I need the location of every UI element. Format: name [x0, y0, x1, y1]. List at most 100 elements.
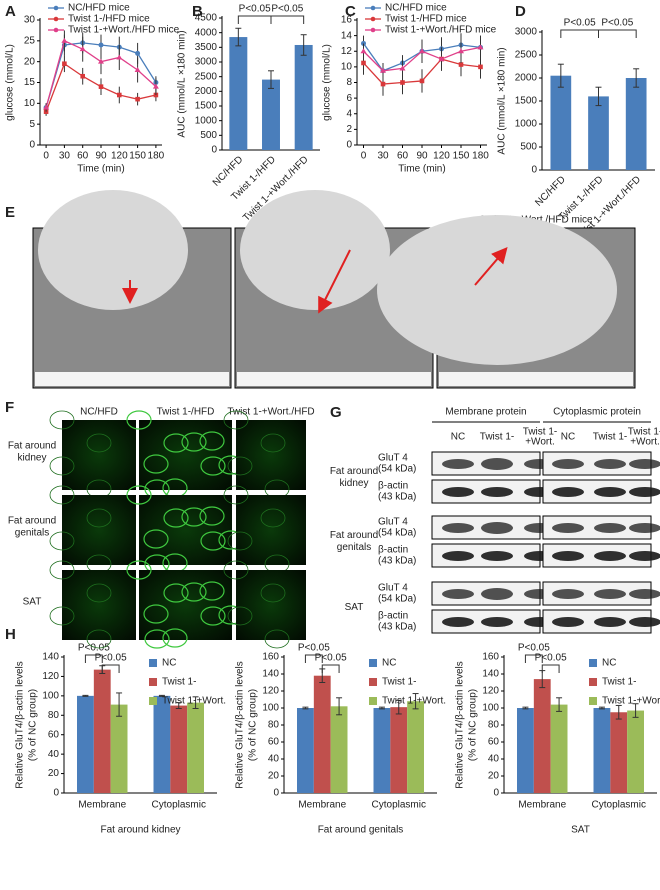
cell-outline: [227, 456, 253, 476]
y-axis-label: Relative GluT4/β-actin levels: [15, 661, 26, 788]
y-tick-label: 500: [200, 130, 217, 141]
x-tick-label: 60: [397, 151, 409, 162]
x-tick-label: 150: [453, 151, 470, 162]
y-axis-label: AUC (mmol/L ×180 min): [497, 47, 508, 154]
y-tick-label: 160: [262, 652, 279, 663]
tissue-label: genitals: [337, 542, 371, 553]
significance-bracket: [321, 664, 340, 673]
y-tick-label: 2000: [195, 86, 218, 97]
bar: [533, 679, 551, 793]
bar: [550, 704, 568, 793]
cell-outline: [163, 508, 189, 528]
x-tick-label: 0: [43, 151, 49, 162]
cell-outline: [162, 628, 188, 648]
band-label: (43 kDa): [378, 556, 416, 567]
bar: [627, 710, 644, 793]
x-tick-label: 60: [77, 151, 89, 162]
marker: [135, 96, 140, 102]
row-label: SAT: [23, 597, 42, 608]
y-tick-label: 2000: [515, 73, 538, 84]
x-tick-label: Membrane: [298, 800, 346, 811]
cell-outline: [86, 508, 112, 528]
legend-swatch: [369, 659, 377, 667]
legend-swatch: [589, 678, 597, 686]
cell-outline: [199, 431, 225, 451]
micrograph-region: [240, 190, 390, 310]
x-tick-label: 180: [148, 151, 165, 162]
bar: [153, 695, 171, 793]
y-tick-label: 100: [482, 703, 499, 714]
blot-band: [629, 459, 660, 469]
marker: [400, 80, 405, 85]
x-axis-label: Time (min): [398, 164, 445, 175]
cell-outline: [260, 433, 286, 453]
lane-label: Twist 1-: [480, 432, 514, 443]
y-tick-label: 30: [24, 15, 36, 26]
band-label: β-actin: [378, 481, 408, 492]
significance-bracket: [237, 15, 272, 24]
marker: [135, 50, 141, 56]
x-tick-label: 30: [59, 151, 71, 162]
blot-band: [594, 459, 626, 469]
significance-bracket: [304, 654, 323, 663]
cell-outline: [143, 604, 169, 624]
marker: [458, 48, 464, 54]
y-tick-label: 16: [341, 15, 353, 26]
y-tick-label: 0: [29, 140, 35, 151]
lane-label: +Wort.: [525, 437, 555, 448]
micrograph-footer: [439, 372, 633, 386]
significance-bracket: [270, 15, 305, 24]
legend-label: NC/HFD mice: [385, 3, 447, 14]
blot-band: [442, 487, 474, 497]
y-axis-label: glucose (mmol/L): [5, 44, 16, 121]
legend-label: Twist 1-: [602, 677, 636, 688]
bar: [373, 708, 391, 793]
band-label: GluT 4: [378, 453, 408, 464]
cell-outline: [200, 606, 226, 626]
micrograph-region: [38, 190, 188, 310]
marker: [360, 48, 367, 54]
bar: [517, 708, 534, 793]
y-tick-label: 3000: [195, 57, 218, 68]
y-tick-label: 0: [273, 788, 279, 799]
y-tick-label: 60: [488, 737, 500, 748]
y-tick-label: 14: [341, 30, 353, 41]
bar: [110, 704, 128, 793]
marker: [380, 67, 386, 73]
annotation: P<0.05: [601, 18, 633, 29]
lane-label: Twist 1-: [523, 427, 557, 438]
marker: [458, 62, 464, 67]
y-tick-label: 160: [482, 652, 499, 663]
legend-swatch: [369, 697, 377, 705]
cell-outline: [126, 410, 152, 430]
y-tick-label: 40: [48, 749, 60, 760]
cell-outline: [264, 629, 290, 649]
cell-outline: [200, 531, 226, 551]
y-tick-label: 120: [482, 686, 499, 697]
group-header: Cytoplasmic protein: [553, 407, 641, 418]
blot-band: [629, 589, 660, 599]
blot-band: [552, 487, 584, 497]
y-axis-label: (% of NC group): [468, 689, 479, 761]
y-tick-label: 4: [346, 108, 352, 119]
marker: [399, 65, 406, 71]
y-tick-label: 60: [48, 729, 60, 740]
band-label: GluT 4: [378, 583, 408, 594]
significance-bracket: [598, 29, 637, 38]
blot-band: [481, 617, 513, 627]
bar: [407, 701, 424, 793]
y-tick-label: 8: [346, 77, 352, 88]
y-tick-label: 10: [341, 62, 353, 73]
blot-band: [552, 589, 584, 599]
lane-label: Twist 1-: [593, 432, 627, 443]
blot-band: [594, 589, 626, 599]
x-tick-label: 120: [433, 151, 450, 162]
marker: [79, 46, 86, 52]
legend-label: Twist 1-+Wort./HFD mice: [385, 25, 497, 36]
bar: [294, 44, 313, 151]
annotation: P<0.05: [271, 4, 303, 15]
significance-bracket: [541, 664, 560, 673]
legend-marker: [53, 5, 59, 11]
cell-outline: [223, 560, 249, 580]
